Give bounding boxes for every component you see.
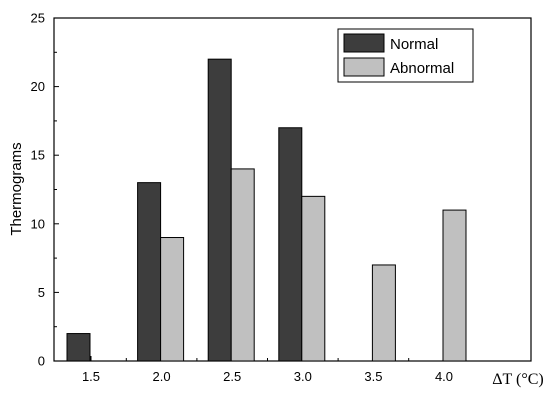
legend-swatch-abnormal	[343, 57, 385, 77]
x-tick-label: 3.0	[294, 369, 312, 384]
y-tick-label: 25	[31, 11, 45, 26]
x-tick-label: 4.0	[435, 369, 453, 384]
y-tick-label: 0	[38, 354, 45, 369]
legend-label-abnormal: Abnormal	[390, 60, 454, 77]
bar-normal-1.5	[66, 333, 91, 362]
x-tick-label: 2.0	[153, 369, 171, 384]
y-tick-label: 5	[38, 285, 45, 300]
x-axis-ticks: 1.5 2.0 2.5 3.0 3.5 4.0	[82, 356, 453, 384]
y-axis-label: Thermograms	[8, 142, 25, 235]
legend-swatch-normal	[343, 33, 385, 53]
bar-abnormal-3.0	[301, 195, 326, 362]
bar-abnormal-3.5	[371, 264, 396, 362]
bar-abnormal-2.5	[230, 168, 255, 362]
bars	[66, 58, 467, 362]
bar-normal-3.0	[278, 127, 303, 362]
x-tick-label: 3.5	[364, 369, 382, 384]
legend: Normal Abnormal	[337, 28, 474, 83]
bar-normal-2.5	[207, 58, 232, 362]
bar-abnormal-2.0	[160, 237, 185, 362]
x-tick-label: 2.5	[223, 369, 241, 384]
legend-label-normal: Normal	[390, 36, 438, 53]
x-axis-label: ΔT (°C)	[492, 371, 544, 388]
bar-abnormal-4.0	[442, 209, 467, 362]
y-tick-label: 20	[31, 79, 45, 94]
y-tick-label: 10	[31, 216, 45, 231]
bar-normal-2.0	[137, 182, 162, 362]
y-tick-label: 15	[31, 148, 45, 163]
y-axis-ticks: 0 5 10 15 20 25	[31, 11, 59, 369]
x-tick-label: 1.5	[82, 369, 100, 384]
